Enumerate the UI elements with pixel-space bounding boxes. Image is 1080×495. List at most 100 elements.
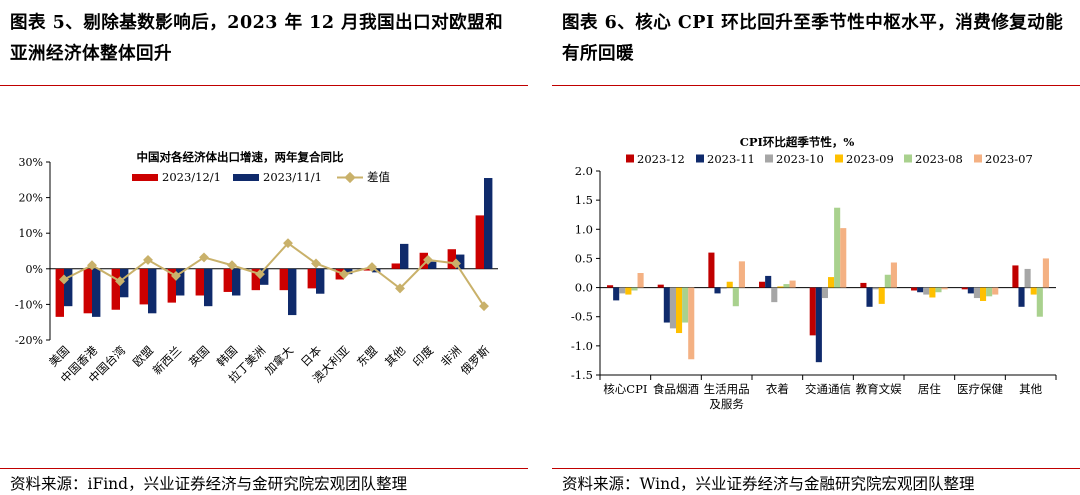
- bar: [815, 287, 822, 363]
- bar: [428, 261, 437, 269]
- y-tick-label: 0.5: [575, 251, 593, 265]
- x-tick-label: 医疗保健: [957, 382, 1003, 396]
- legend-label: 2023/12/1: [162, 170, 221, 184]
- bar: [834, 207, 841, 288]
- legend-label: 2023-07: [985, 152, 1033, 166]
- legend-label: 差值: [367, 170, 390, 184]
- x-tick-label: 及服务: [709, 397, 744, 411]
- bar: [961, 287, 968, 290]
- x-tick-label: 其他: [1019, 382, 1042, 396]
- right-source-note: 资料来源：Wind，兴业证券经济与金融研究院宏观团队整理: [562, 475, 975, 493]
- bar: [878, 287, 885, 304]
- bar: [1012, 265, 1019, 288]
- bar: [456, 254, 465, 269]
- bar: [288, 268, 297, 316]
- bar: [419, 252, 428, 269]
- left-figure-title: 图表 5、剔除基数影响后，2023 年 12 月我国出口对欧盟和亚洲经济体整体回…: [10, 13, 504, 64]
- bar: [840, 228, 847, 288]
- line-point: [283, 238, 293, 249]
- bar: [232, 268, 241, 296]
- legend-swatch: [132, 174, 158, 181]
- bar: [363, 268, 372, 271]
- bar: [663, 287, 670, 323]
- bar: [176, 268, 185, 296]
- bar: [279, 268, 288, 291]
- bar: [55, 268, 64, 317]
- legend-swatch: [974, 154, 982, 163]
- bar: [625, 287, 632, 295]
- x-tick-label: 俄罗斯: [458, 343, 493, 378]
- left-bottom-rule: [0, 468, 528, 469]
- x-tick-label: 东盟: [354, 343, 380, 369]
- legend-swatch: [835, 154, 843, 163]
- legend-label: 2023-12: [637, 152, 685, 166]
- bar: [726, 281, 733, 288]
- legend-label: 2023-11: [707, 152, 755, 166]
- legend-label: 2023-10: [776, 152, 824, 166]
- y-tick-label: 30%: [19, 156, 43, 169]
- line-point: [143, 254, 153, 265]
- x-tick-label: 核心CPI: [603, 382, 647, 396]
- bar: [1018, 287, 1025, 307]
- line-point: [395, 283, 405, 294]
- line-point: [227, 260, 237, 271]
- legend-swatch: [765, 154, 773, 163]
- bar: [986, 287, 993, 297]
- bar: [1030, 287, 1037, 295]
- bar: [980, 287, 987, 301]
- legend-marker: [344, 171, 356, 184]
- right-figure-title: 图表 6、核心 CPI 环比回升至季节性中枢水平，消费修复动能有所回暖: [562, 13, 1064, 64]
- y-tick-label: 10%: [19, 227, 43, 240]
- legend-label: 2023-09: [846, 152, 894, 166]
- bar: [738, 261, 745, 288]
- legend-swatch: [626, 154, 634, 163]
- x-tick-label: 交通通信: [805, 382, 851, 396]
- x-tick-label: 生活用品: [704, 382, 750, 396]
- bar: [714, 287, 721, 294]
- bar: [657, 284, 664, 288]
- bar: [759, 281, 766, 288]
- bar: [720, 287, 727, 289]
- y-tick-label: 2.0: [575, 164, 593, 178]
- y-tick-label: -20%: [15, 334, 43, 347]
- bar: [935, 287, 942, 293]
- bar: [992, 287, 999, 295]
- y-tick-label: 1.5: [575, 193, 593, 207]
- bar: [669, 287, 676, 329]
- bar: [475, 215, 484, 269]
- bar: [400, 243, 409, 269]
- bar: [732, 287, 739, 307]
- bar: [923, 287, 930, 295]
- bar: [828, 277, 835, 288]
- legend-swatch: [233, 174, 259, 181]
- bar: [1042, 258, 1049, 288]
- left-top-rule: [0, 85, 528, 86]
- bar: [316, 268, 325, 294]
- bar: [251, 268, 260, 291]
- x-tick-label: 居住: [918, 382, 941, 396]
- bar: [619, 287, 626, 294]
- bar: [92, 268, 101, 317]
- bar: [777, 286, 784, 288]
- right-bottom-rule: [552, 468, 1080, 469]
- bar: [676, 287, 683, 334]
- legend-label: 2023/11/1: [263, 170, 322, 184]
- bar: [120, 268, 129, 298]
- cpi-seasonality-chart: CPI环比超季节性，% 2023-12 2023-11 2023-10 2023-09 2…: [571, 135, 1057, 411]
- export-growth-chart: 中国对各经济体出口增速，两年复合同比 2023/12/1 2023/11/1 差值 30…: [15, 150, 498, 386]
- bar: [607, 285, 614, 288]
- bar: [1024, 268, 1031, 288]
- bar: [307, 268, 316, 289]
- chart-title: CPI环比超季节性，%: [740, 135, 855, 149]
- bar: [344, 268, 353, 275]
- bar: [765, 275, 772, 288]
- bar: [860, 282, 867, 288]
- line-point: [171, 270, 181, 281]
- bar: [973, 287, 980, 299]
- bar: [195, 268, 204, 296]
- bar: [783, 284, 790, 288]
- bar: [637, 273, 644, 288]
- legend-swatch: [904, 154, 912, 163]
- y-tick-label: -10%: [15, 298, 43, 311]
- x-tick-label: 新西兰: [150, 343, 184, 377]
